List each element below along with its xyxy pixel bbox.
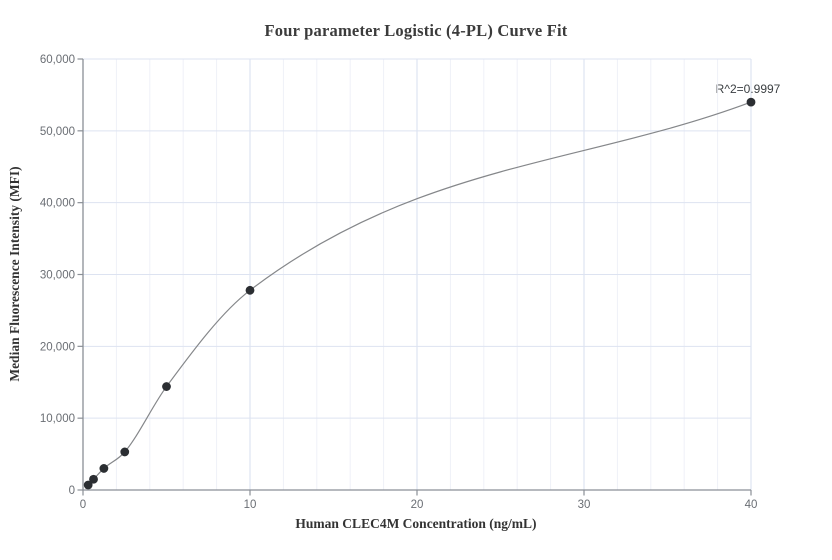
data-point <box>83 480 93 490</box>
y-tick-label: 60,000 <box>40 54 75 66</box>
data-point <box>89 474 98 484</box>
fit-curve <box>87 101 752 486</box>
y-tick-label: 50,000 <box>40 126 75 138</box>
x-tick-label: 20 <box>411 499 424 511</box>
x-tick-label: 30 <box>578 499 591 511</box>
x-tick-label: 40 <box>745 499 758 511</box>
y-tick-label: 10,000 <box>40 413 75 425</box>
y-tick-label: 30,000 <box>40 270 75 282</box>
data-point <box>120 447 130 457</box>
x-tick-label: 10 <box>244 499 257 511</box>
data-point <box>746 97 756 107</box>
data-point <box>245 285 255 295</box>
x-tick-label: 0 <box>80 499 86 511</box>
r-squared-annotation: R^2=0.9997 <box>715 82 781 96</box>
data-point <box>99 464 109 473</box>
data-point <box>162 382 171 391</box>
y-tick-label: 40,000 <box>40 198 75 210</box>
chart-title: Four parameter Logistic (4-PL) Curve Fit <box>264 21 568 40</box>
x-axis-label: Human CLEC4M Concentration (ng/mL) <box>295 516 537 531</box>
y-tick-label: 20,000 <box>40 341 75 353</box>
y-tick-label: 0 <box>69 485 75 497</box>
